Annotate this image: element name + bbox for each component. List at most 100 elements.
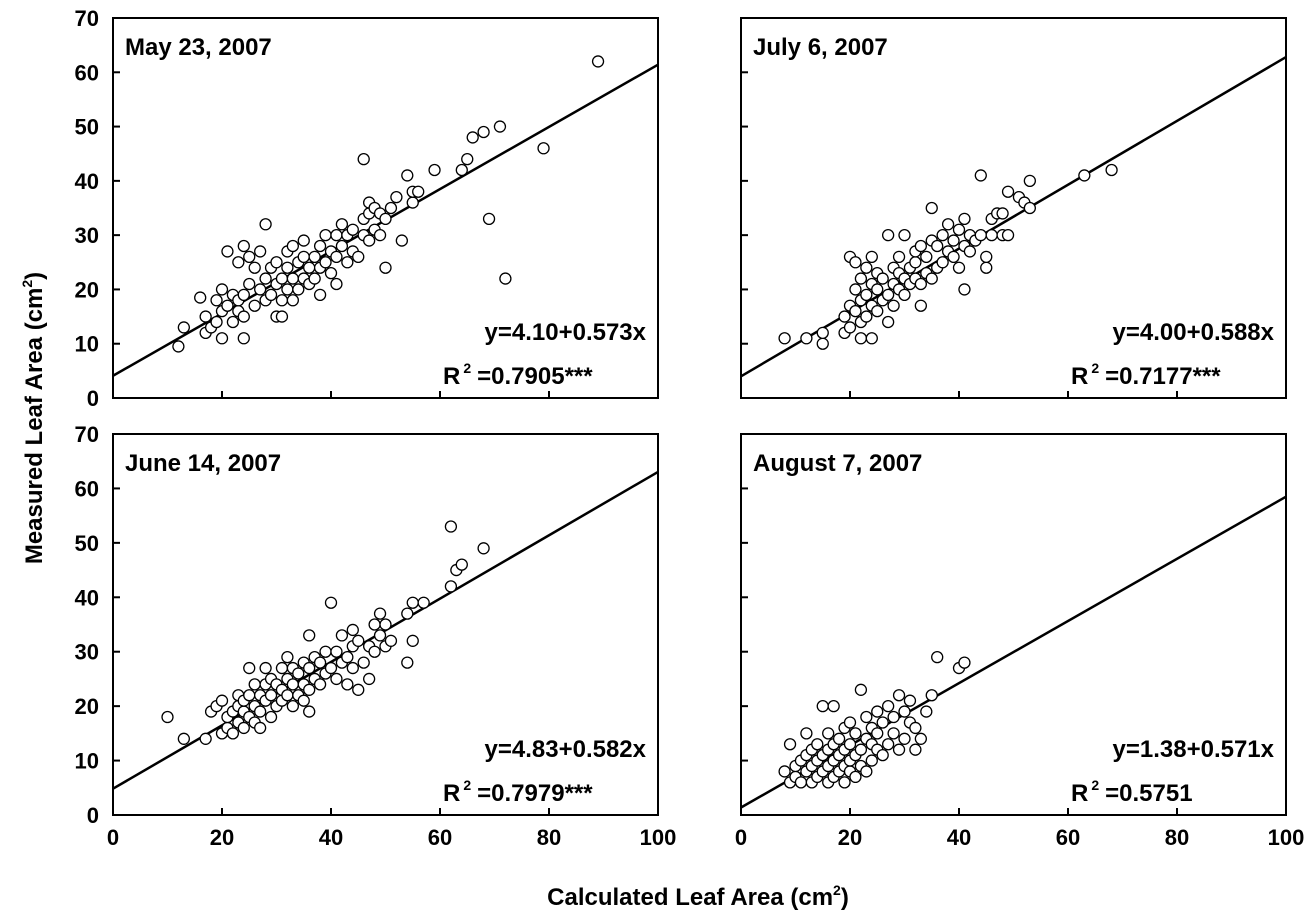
data-point	[892, 743, 906, 756]
data-point	[215, 332, 229, 345]
y-tick-label: 40	[75, 585, 99, 610]
data-point	[161, 710, 174, 724]
panels-group: 0 10 20 30 40 50 60 70 May 23, 2007 y=4.10+0.573x…	[75, 6, 1305, 850]
data-point	[914, 239, 927, 253]
data-point	[319, 256, 332, 269]
data-point	[477, 125, 490, 139]
data-point	[882, 315, 895, 329]
data-point	[892, 250, 906, 264]
x-tick-label: 40	[319, 825, 343, 850]
data-point	[860, 288, 873, 302]
data-point	[335, 629, 349, 642]
data-point	[925, 272, 938, 285]
data-point	[461, 152, 474, 166]
data-point	[985, 228, 998, 242]
data-point	[936, 228, 949, 242]
data-point	[903, 694, 917, 707]
data-point	[281, 283, 294, 296]
data-point	[936, 256, 949, 269]
data-point	[286, 294, 300, 307]
data-point	[947, 250, 960, 264]
data-point	[832, 732, 846, 745]
y-tick-label: 20	[75, 694, 99, 719]
data-point	[286, 272, 300, 285]
data-point	[221, 245, 234, 258]
data-point	[248, 678, 261, 691]
data-point	[914, 277, 927, 291]
data-point	[313, 239, 327, 253]
data-point	[194, 291, 207, 304]
panel-title: May 23, 2007	[125, 34, 272, 61]
data-point	[898, 288, 911, 302]
data-point	[822, 727, 835, 740]
data-point	[401, 656, 414, 669]
data-point	[330, 277, 343, 291]
y-tick-label: 40	[75, 169, 99, 194]
data-point	[401, 169, 414, 182]
data-point	[341, 256, 354, 269]
data-point	[362, 672, 376, 686]
data-point	[292, 667, 305, 680]
data-point	[346, 223, 359, 236]
data-point	[264, 710, 278, 724]
data-point	[373, 629, 387, 642]
x-tick-label: 20	[210, 825, 234, 850]
data-point	[357, 152, 370, 166]
data-point	[199, 732, 212, 745]
data-point	[849, 283, 862, 296]
data-point	[395, 234, 409, 247]
data-point	[887, 727, 900, 740]
data-point	[373, 607, 387, 620]
data-point	[898, 228, 911, 242]
data-point	[406, 196, 419, 209]
data-point	[210, 315, 223, 329]
data-point	[384, 634, 398, 647]
data-point	[882, 699, 895, 713]
data-point	[237, 721, 250, 735]
data-point	[286, 678, 300, 691]
data-point	[1078, 169, 1091, 182]
data-point	[499, 272, 512, 285]
y-tick-label: 10	[75, 749, 99, 774]
data-point	[313, 656, 327, 669]
data-point	[794, 776, 808, 789]
data-point	[493, 120, 507, 133]
data-point	[909, 721, 922, 735]
data-point	[324, 266, 338, 280]
data-point	[865, 332, 878, 345]
data-point	[843, 738, 857, 751]
data-point	[537, 142, 550, 155]
data-point	[352, 683, 365, 696]
y-tick-label: 0	[87, 803, 99, 828]
data-point	[297, 694, 310, 707]
data-point	[379, 261, 392, 274]
y-tick-label: 70	[75, 422, 99, 447]
data-point	[281, 651, 294, 664]
panel-2: July 6, 2007 y=4.00+0.588x R 2 =0.7177***	[740, 17, 1287, 399]
data-point	[849, 304, 862, 318]
data-point	[865, 754, 878, 767]
data-point	[270, 256, 283, 269]
data-point	[816, 326, 829, 340]
data-point	[379, 212, 392, 226]
data-point	[482, 212, 496, 226]
data-point	[843, 321, 857, 334]
panel-title: July 6, 2007	[753, 34, 888, 61]
data-point	[303, 261, 316, 274]
data-point	[253, 705, 267, 718]
data-point	[974, 228, 987, 242]
data-point	[816, 337, 829, 350]
data-point	[352, 250, 365, 264]
data-point	[319, 645, 332, 658]
data-point	[854, 743, 868, 756]
x-tick-label: 80	[537, 825, 561, 850]
data-point	[958, 283, 971, 296]
data-point	[871, 705, 884, 718]
panel-4: 0 20 40 60 80 100 August 7, 2007 y=1.38+0.571x R…	[735, 433, 1304, 850]
data-point	[406, 634, 419, 647]
data-point	[243, 277, 256, 291]
data-point	[854, 332, 868, 345]
data-point	[871, 304, 884, 318]
data-point	[914, 732, 927, 745]
data-point	[335, 239, 349, 253]
